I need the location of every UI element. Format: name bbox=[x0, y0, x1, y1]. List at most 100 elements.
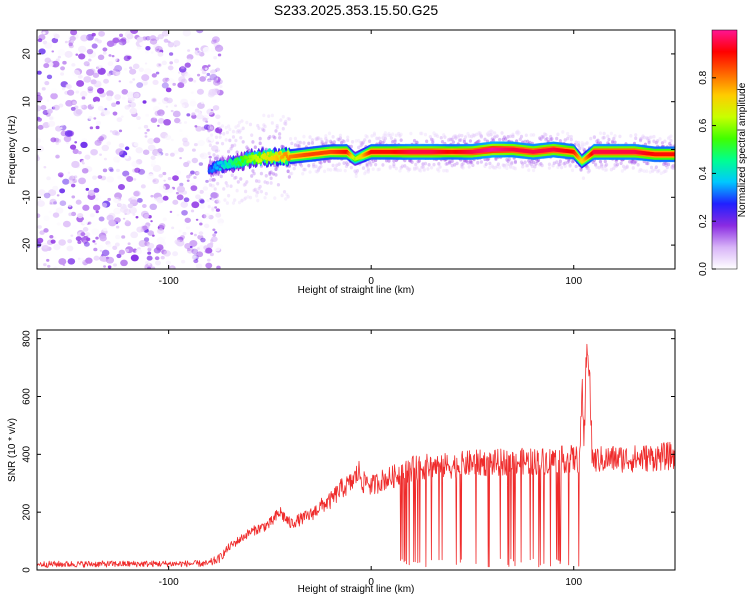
heatmap-cell bbox=[158, 184, 166, 191]
heatmap-cell bbox=[162, 236, 167, 240]
heatmap-cell bbox=[275, 123, 279, 128]
heatmap-cell bbox=[654, 140, 658, 145]
heatmap-cell bbox=[184, 217, 191, 223]
heatmap-cell bbox=[446, 138, 451, 142]
heatmap-cell bbox=[71, 63, 76, 67]
heatmap-cell bbox=[44, 81, 50, 86]
heatmap-cell bbox=[263, 195, 267, 200]
heatmap-cell bbox=[113, 197, 121, 204]
heatmap-y-axis-label: Frequency (Hz) bbox=[7, 116, 18, 185]
heatmap-cell bbox=[510, 161, 514, 166]
heatmap-cell bbox=[646, 161, 650, 166]
heatmap-cell bbox=[471, 133, 475, 137]
heatmap-cell bbox=[130, 231, 139, 239]
heatmap-cell bbox=[213, 187, 217, 191]
heatmap-cell bbox=[409, 159, 413, 163]
heatmap-cell bbox=[329, 168, 333, 172]
heatmap-cell bbox=[151, 97, 157, 103]
heatmap-cell bbox=[263, 180, 267, 184]
heatmap-cell bbox=[568, 164, 572, 168]
heatmap-cell bbox=[46, 74, 53, 80]
x-tick-label: 0 bbox=[368, 276, 374, 287]
heatmap-cell bbox=[519, 160, 524, 164]
heatmap-cell bbox=[654, 165, 658, 169]
heatmap-cell bbox=[580, 143, 584, 147]
heatmap-cell bbox=[609, 131, 614, 136]
heatmap-cell bbox=[600, 163, 604, 167]
heatmap-cell bbox=[203, 124, 211, 130]
heatmap-cell bbox=[603, 159, 607, 164]
heatmap-cell bbox=[346, 135, 350, 140]
heatmap-cell bbox=[213, 56, 218, 60]
heatmap-cell bbox=[181, 209, 188, 216]
heatmap-cell bbox=[355, 168, 360, 173]
heatmap-cell bbox=[101, 202, 108, 208]
heatmap-cell bbox=[57, 172, 64, 178]
heatmap-cell bbox=[483, 164, 487, 168]
heatmap-cell bbox=[312, 162, 316, 167]
heatmap-cell bbox=[406, 168, 411, 173]
heatmap-cell bbox=[488, 130, 492, 134]
heatmap-cell bbox=[113, 156, 121, 163]
heatmap-cell bbox=[46, 258, 50, 262]
heatmap-cell bbox=[94, 101, 100, 106]
heatmap-cell bbox=[534, 162, 538, 166]
heatmap-cell bbox=[199, 199, 205, 204]
heatmap-cell bbox=[320, 141, 324, 146]
heatmap-cell bbox=[429, 165, 434, 170]
heatmap-cell bbox=[37, 213, 41, 219]
heatmap-cell bbox=[162, 77, 169, 83]
heatmap-cell bbox=[147, 251, 152, 255]
heatmap-cell bbox=[341, 139, 345, 143]
heatmap-cell bbox=[37, 200, 45, 207]
heatmap-cell bbox=[634, 136, 638, 141]
heatmap-cell bbox=[211, 145, 219, 152]
heatmap-cell bbox=[476, 160, 480, 165]
heatmap-cell bbox=[203, 183, 208, 188]
heatmap-cell bbox=[189, 248, 194, 252]
heatmap-cell bbox=[632, 160, 637, 164]
heatmap-cell bbox=[366, 168, 370, 173]
heatmap-cell bbox=[55, 207, 64, 214]
heatmap-cell bbox=[210, 109, 214, 112]
heatmap-cell bbox=[244, 189, 248, 194]
heatmap-cell bbox=[316, 136, 321, 140]
heatmap-cell bbox=[432, 162, 436, 167]
heatmap-cell bbox=[461, 166, 465, 170]
heatmap-cell bbox=[155, 244, 164, 251]
heatmap-cell bbox=[212, 79, 221, 86]
heatmap-cell bbox=[220, 124, 225, 128]
heatmap-cell bbox=[65, 84, 71, 88]
heatmap-cell bbox=[211, 76, 219, 83]
heatmap-cell bbox=[376, 167, 380, 172]
heatmap-cell bbox=[99, 153, 102, 156]
heatmap-cell bbox=[432, 131, 436, 135]
heatmap-cell bbox=[647, 140, 651, 145]
heatmap-cell bbox=[108, 166, 114, 172]
heatmap-cell bbox=[190, 170, 195, 175]
heatmap-cell bbox=[268, 172, 272, 176]
heatmap-cell bbox=[421, 164, 425, 169]
heatmap-cell bbox=[363, 171, 367, 176]
heatmap-cell bbox=[342, 161, 346, 165]
heatmap-cell bbox=[70, 39, 74, 43]
heatmap-cell bbox=[85, 237, 91, 242]
heatmap-cell bbox=[323, 159, 327, 164]
heatmap-cell bbox=[361, 166, 366, 170]
heatmap-cell bbox=[122, 170, 130, 177]
heatmap-cell bbox=[248, 122, 253, 127]
heatmap-cell bbox=[606, 134, 610, 139]
heatmap-cell bbox=[268, 134, 272, 139]
heatmap-cell bbox=[106, 95, 113, 101]
heatmap-cell bbox=[381, 140, 385, 145]
heatmap-cell bbox=[57, 55, 62, 59]
heatmap-cell bbox=[95, 236, 99, 240]
heatmap-cell bbox=[511, 134, 515, 139]
heatmap-cell bbox=[140, 184, 146, 189]
heatmap-cell bbox=[281, 126, 285, 131]
heatmap-cell bbox=[121, 96, 126, 100]
heatmap-cell bbox=[547, 166, 552, 170]
heatmap-cell bbox=[157, 117, 165, 124]
heatmap-cell bbox=[173, 40, 181, 47]
heatmap-cell bbox=[136, 226, 144, 233]
